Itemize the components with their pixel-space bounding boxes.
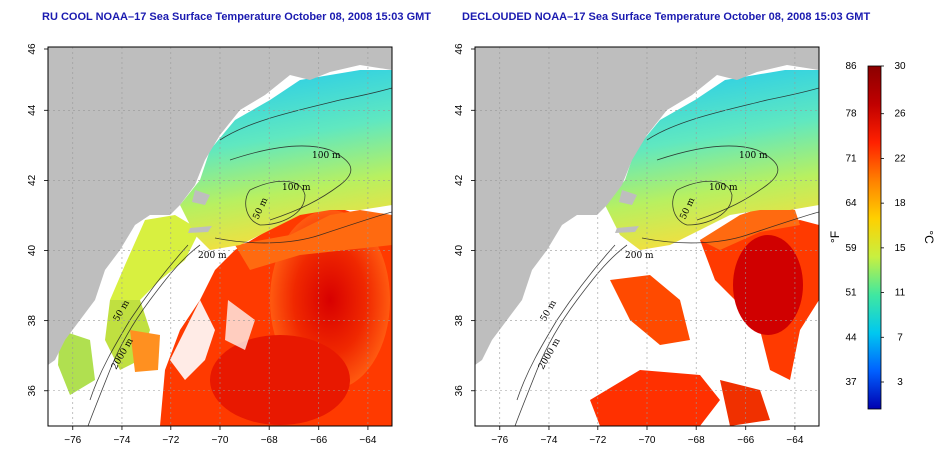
colorbar-ticks: 86 30 78 26 71 22 64 18 59 15 51 11 44 7 37 3 bbox=[845, 61, 906, 388]
isobath-label: 100 m bbox=[739, 151, 768, 161]
fahrenheit-tick-label: 64 bbox=[845, 198, 857, 209]
x-tick-label: −76 bbox=[64, 435, 81, 446]
fahrenheit-tick-label: 59 bbox=[845, 243, 857, 254]
cape-cod-left bbox=[192, 190, 210, 205]
map-frame bbox=[474, 46, 820, 427]
y-tick-label: 42 bbox=[454, 174, 465, 186]
x-tick-label: −70 bbox=[639, 435, 656, 446]
temperature-colorbar: 86 30 78 26 71 22 64 18 59 15 51 11 44 7 37 3 °F °C bbox=[828, 61, 936, 410]
isobath-label: 100 m bbox=[709, 183, 738, 193]
isobath-label: 100 m bbox=[282, 183, 311, 193]
fahrenheit-tick-label: 78 bbox=[845, 109, 857, 120]
celsius-tick-label: 22 bbox=[894, 153, 906, 164]
colorbar-gradient bbox=[867, 65, 882, 410]
y-tick-label: 44 bbox=[454, 104, 465, 116]
map-frame bbox=[47, 46, 393, 427]
x-tick-label: −68 bbox=[688, 435, 705, 446]
land-left bbox=[48, 47, 392, 365]
axes-left: −76 −74 −72 −70 −68 −66 −64 36 38 40 42 44 46 bbox=[27, 43, 393, 446]
y-tick-label: 38 bbox=[27, 315, 38, 327]
left-map-title: RU COOL NOAA–17 Sea Surface Temperature … bbox=[42, 11, 432, 23]
x-tick-label: −74 bbox=[540, 435, 557, 446]
celsius-tick-label: 7 bbox=[897, 332, 903, 343]
y-tick-label: 46 bbox=[454, 43, 465, 55]
sst-field-left bbox=[58, 205, 392, 426]
y-tick-label: 42 bbox=[27, 174, 38, 186]
x-tick-label: −66 bbox=[737, 435, 754, 446]
y-tick-label: 36 bbox=[454, 385, 465, 397]
isobath-label: 100 m bbox=[312, 151, 341, 161]
celsius-tick-label: 15 bbox=[894, 243, 906, 254]
y-tick-label: 40 bbox=[454, 245, 465, 257]
fahrenheit-tick-label: 71 bbox=[845, 153, 857, 164]
x-tick-label: −72 bbox=[162, 435, 179, 446]
isobath-label: 200 m bbox=[625, 251, 654, 261]
gulf-of-maine-sst-left bbox=[180, 70, 392, 250]
y-tick-label: 46 bbox=[27, 43, 38, 55]
y-tick-label: 44 bbox=[27, 104, 38, 116]
isobath-label: 200 m bbox=[198, 251, 227, 261]
fahrenheit-tick-label: 37 bbox=[845, 377, 857, 388]
y-tick-label: 36 bbox=[27, 385, 38, 397]
nantucket-left bbox=[188, 226, 212, 233]
x-tick-label: −76 bbox=[491, 435, 508, 446]
celsius-tick-label: 3 bbox=[897, 377, 903, 388]
x-tick-label: −68 bbox=[261, 435, 278, 446]
x-tick-label: −72 bbox=[589, 435, 606, 446]
cape-cod-right bbox=[619, 190, 637, 205]
land-right bbox=[475, 47, 819, 365]
fahrenheit-tick-label: 51 bbox=[845, 288, 857, 299]
y-tick-label: 38 bbox=[454, 315, 465, 327]
fahrenheit-unit-label: °F bbox=[828, 231, 842, 243]
celsius-unit-label: °C bbox=[922, 230, 936, 244]
y-tick-label: 40 bbox=[27, 245, 38, 257]
celsius-tick-label: 11 bbox=[895, 288, 906, 299]
axes-right: −76 −74 −72 −70 −68 −66 −64 36 38 40 42 44 46 bbox=[454, 43, 820, 446]
nantucket-right bbox=[615, 226, 639, 233]
x-tick-label: −66 bbox=[310, 435, 327, 446]
x-tick-label: −64 bbox=[359, 435, 376, 446]
isobath-contours-right bbox=[514, 87, 819, 426]
celsius-tick-label: 26 bbox=[894, 109, 906, 120]
gulf-of-maine-sst-right bbox=[605, 70, 819, 250]
sst-field-right bbox=[590, 205, 819, 426]
x-tick-label: −74 bbox=[113, 435, 130, 446]
x-tick-label: −70 bbox=[212, 435, 229, 446]
celsius-tick-label: 18 bbox=[894, 198, 906, 209]
celsius-tick-label: 30 bbox=[894, 61, 906, 72]
fahrenheit-tick-label: 86 bbox=[845, 61, 857, 72]
x-tick-label: −64 bbox=[786, 435, 803, 446]
right-map-title: DECLOUDED NOAA–17 Sea Surface Temperatur… bbox=[462, 11, 871, 23]
fahrenheit-tick-label: 44 bbox=[845, 332, 857, 343]
isobath-contours-left bbox=[87, 87, 392, 426]
